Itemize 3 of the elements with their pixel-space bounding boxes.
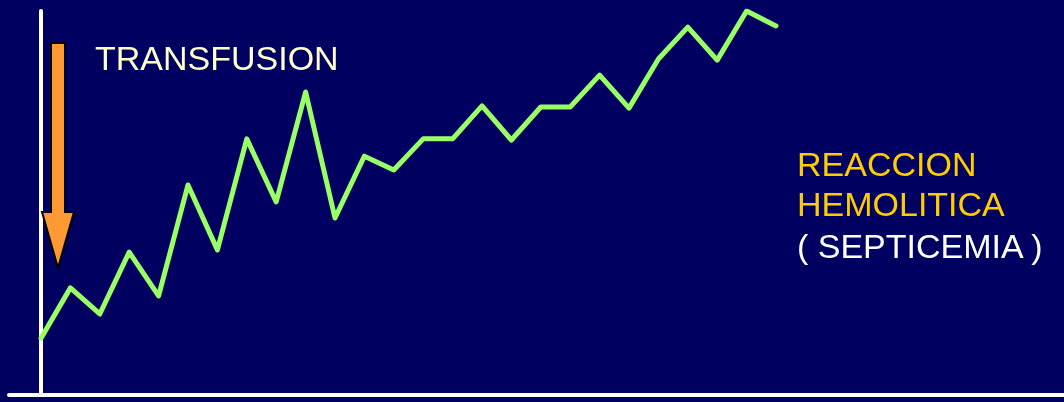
text: REACCION HEMOLITICA xyxy=(797,145,1006,223)
annotation: TRANSFUSION xyxy=(95,39,339,77)
text: ( SEPTICEMIA ) xyxy=(797,227,1043,265)
